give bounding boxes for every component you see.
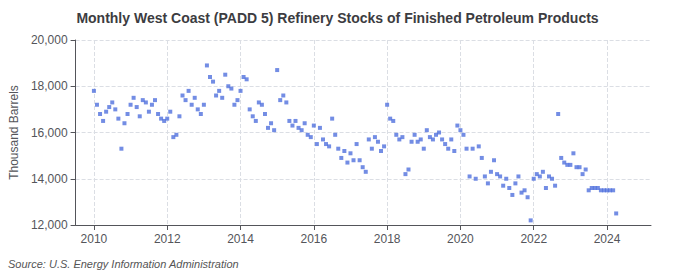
svg-text:2018: 2018 xyxy=(374,232,401,246)
svg-text:2010: 2010 xyxy=(81,232,108,246)
svg-text:12,000: 12,000 xyxy=(31,218,68,232)
svg-text:Thousand Barrels: Thousand Barrels xyxy=(7,85,21,180)
svg-text:18,000: 18,000 xyxy=(31,79,68,93)
svg-text:2022: 2022 xyxy=(520,232,547,246)
svg-text:2014: 2014 xyxy=(227,232,254,246)
svg-text:Monthly West Coast (PADD 5) Re: Monthly West Coast (PADD 5) Refinery Sto… xyxy=(76,10,598,26)
svg-text:2024: 2024 xyxy=(594,232,621,246)
svg-text:Source: U.S. Energy Informatio: Source: U.S. Energy Information Administ… xyxy=(8,258,239,270)
svg-text:14,000: 14,000 xyxy=(31,172,68,186)
svg-text:20,000: 20,000 xyxy=(31,33,68,47)
svg-text:2020: 2020 xyxy=(447,232,474,246)
svg-text:2016: 2016 xyxy=(300,232,327,246)
svg-text:16,000: 16,000 xyxy=(31,126,68,140)
svg-text:2012: 2012 xyxy=(154,232,181,246)
